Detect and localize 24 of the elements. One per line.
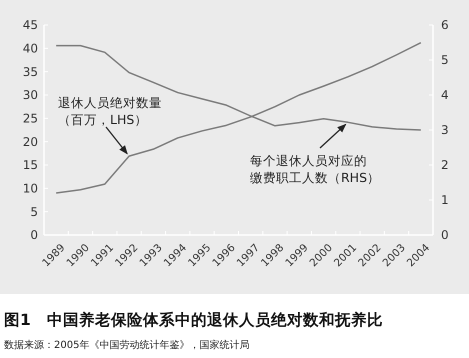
y-tick-label: 0 bbox=[30, 228, 38, 242]
source-note: 数据来源：2005年《中国劳动统计年鉴》，国家统计局 bbox=[4, 339, 250, 351]
annotation: 退休人员绝对数量 bbox=[58, 95, 162, 110]
y2-tick-label: 3 bbox=[441, 123, 449, 138]
y-tick-label: 45 bbox=[22, 18, 38, 32]
text: 图1 中国养老保险体系中的退休人员绝对数和抚养比 bbox=[4, 310, 383, 329]
annotation: 每个退休人员对应的 bbox=[250, 153, 367, 168]
y-tick-label: 5 bbox=[30, 204, 38, 219]
y2-tick-label: 6 bbox=[441, 18, 449, 32]
y-tick-label: 40 bbox=[22, 42, 38, 56]
line-series bbox=[55, 42, 422, 194]
y2-tick-label: 2 bbox=[441, 158, 449, 172]
annotation: （百万，LHS） bbox=[58, 112, 148, 127]
y2-tick-label: 1 bbox=[441, 193, 449, 208]
y-tick-label: 20 bbox=[22, 134, 38, 149]
y-tick-label: 35 bbox=[22, 64, 38, 79]
y-tick-label: 10 bbox=[22, 182, 38, 196]
annotation: 缴费职工人数（RHS） bbox=[250, 170, 380, 185]
y-tick-label: 15 bbox=[22, 158, 38, 172]
y-tick-label: 25 bbox=[22, 112, 38, 126]
y-tick-label: 30 bbox=[22, 88, 38, 102]
y2-tick-label: 4 bbox=[441, 88, 449, 102]
y2-tick-label: 5 bbox=[441, 53, 449, 68]
y2-tick-label: 0 bbox=[441, 228, 449, 242]
